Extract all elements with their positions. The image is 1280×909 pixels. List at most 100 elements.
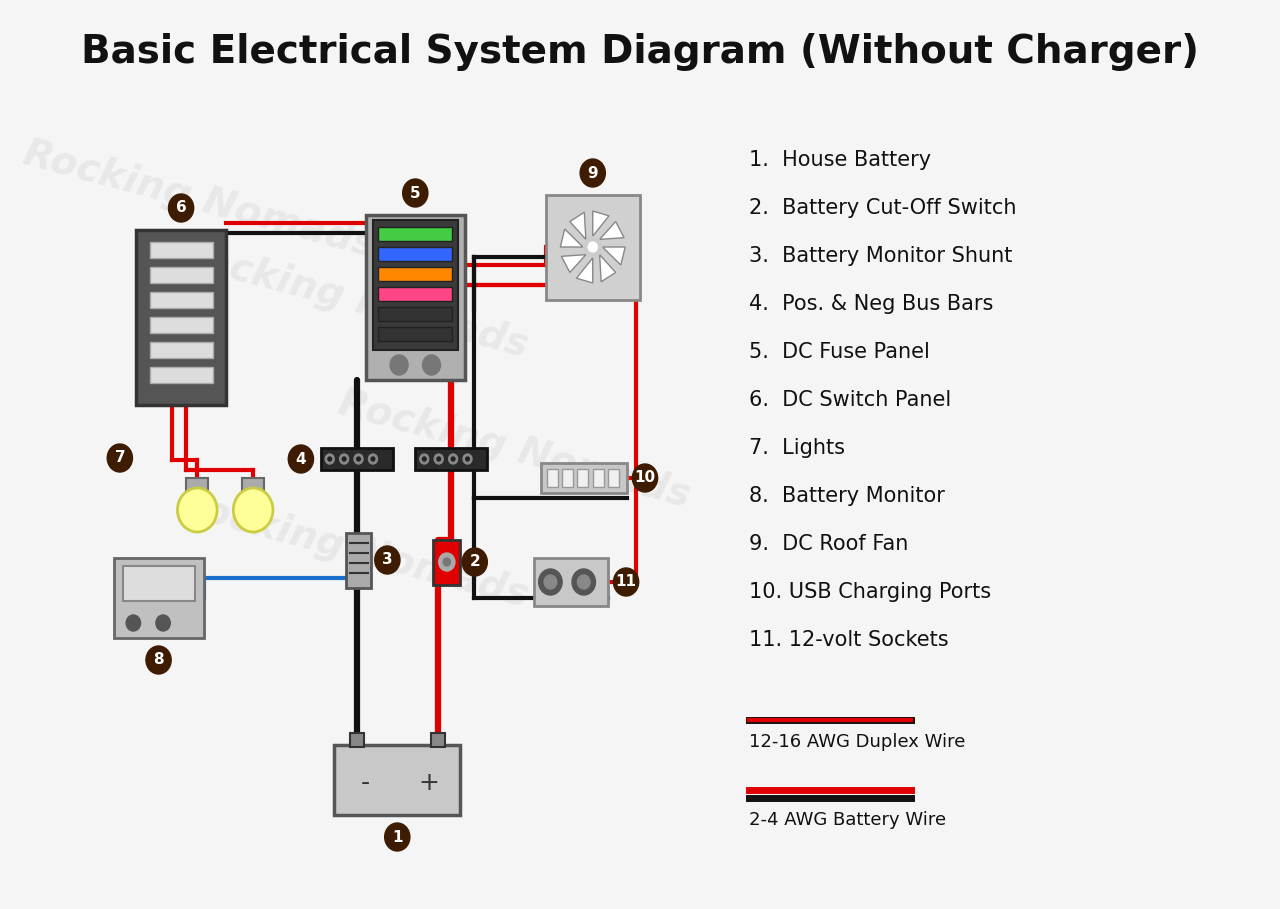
Text: Rocking Nomads: Rocking Nomads — [172, 484, 532, 615]
Circle shape — [439, 553, 454, 571]
Text: -: - — [361, 771, 370, 795]
Text: 7.  Lights: 7. Lights — [749, 438, 845, 458]
Circle shape — [233, 488, 273, 532]
Text: 10: 10 — [635, 471, 655, 485]
Polygon shape — [576, 258, 593, 283]
Text: Rocking Nomads: Rocking Nomads — [19, 135, 379, 265]
Circle shape — [325, 454, 334, 464]
FancyBboxPatch shape — [547, 469, 558, 487]
Circle shape — [632, 464, 658, 492]
Circle shape — [436, 457, 440, 461]
Text: +: + — [419, 771, 439, 795]
FancyBboxPatch shape — [150, 267, 212, 283]
Text: 5.  DC Fuse Panel: 5. DC Fuse Panel — [749, 342, 929, 362]
Text: 4.  Pos. & Neg Bus Bars: 4. Pos. & Neg Bus Bars — [749, 294, 993, 314]
Circle shape — [385, 823, 410, 851]
Circle shape — [589, 242, 598, 252]
FancyBboxPatch shape — [150, 342, 212, 358]
FancyBboxPatch shape — [242, 478, 264, 498]
Circle shape — [443, 558, 451, 566]
Polygon shape — [570, 212, 586, 239]
Text: 2: 2 — [470, 554, 480, 570]
FancyBboxPatch shape — [593, 469, 604, 487]
FancyBboxPatch shape — [577, 469, 589, 487]
Text: 1.  House Battery: 1. House Battery — [749, 150, 931, 170]
Circle shape — [169, 194, 193, 222]
Circle shape — [577, 575, 590, 589]
Circle shape — [452, 457, 454, 461]
FancyBboxPatch shape — [545, 195, 640, 300]
FancyBboxPatch shape — [366, 215, 465, 380]
FancyBboxPatch shape — [434, 540, 461, 585]
Text: 12-16 AWG Duplex Wire: 12-16 AWG Duplex Wire — [749, 733, 965, 751]
Circle shape — [328, 457, 332, 461]
FancyBboxPatch shape — [541, 463, 627, 493]
Circle shape — [390, 355, 408, 375]
FancyBboxPatch shape — [379, 227, 452, 241]
Circle shape — [156, 615, 170, 631]
Text: 11: 11 — [616, 574, 636, 590]
FancyBboxPatch shape — [379, 287, 452, 301]
FancyBboxPatch shape — [150, 367, 212, 383]
Polygon shape — [603, 247, 625, 265]
Circle shape — [369, 454, 378, 464]
Text: 3.  Battery Monitor Shunt: 3. Battery Monitor Shunt — [749, 246, 1012, 266]
FancyBboxPatch shape — [372, 220, 458, 350]
FancyBboxPatch shape — [349, 733, 364, 747]
Text: 10. USB Charging Ports: 10. USB Charging Ports — [749, 582, 991, 602]
FancyBboxPatch shape — [150, 292, 212, 308]
FancyBboxPatch shape — [379, 327, 452, 341]
Text: 8.  Battery Monitor: 8. Battery Monitor — [749, 486, 945, 506]
Circle shape — [544, 575, 557, 589]
Text: 2.  Battery Cut-Off Switch: 2. Battery Cut-Off Switch — [749, 198, 1016, 218]
Circle shape — [463, 454, 472, 464]
Circle shape — [288, 445, 314, 473]
FancyBboxPatch shape — [150, 242, 212, 258]
Text: 8: 8 — [154, 653, 164, 667]
Circle shape — [422, 355, 440, 375]
Circle shape — [355, 454, 364, 464]
Circle shape — [371, 457, 375, 461]
Circle shape — [339, 454, 348, 464]
FancyBboxPatch shape — [534, 558, 608, 606]
Text: 9: 9 — [588, 165, 598, 181]
FancyBboxPatch shape — [123, 566, 195, 601]
Circle shape — [420, 454, 429, 464]
FancyBboxPatch shape — [379, 307, 452, 321]
FancyBboxPatch shape — [150, 317, 212, 333]
Circle shape — [127, 615, 141, 631]
FancyBboxPatch shape — [608, 469, 618, 487]
Text: Rocking Nomads: Rocking Nomads — [334, 385, 695, 515]
Circle shape — [403, 179, 428, 207]
FancyBboxPatch shape — [321, 448, 393, 470]
Circle shape — [580, 159, 605, 187]
Text: 7: 7 — [114, 451, 125, 465]
FancyBboxPatch shape — [379, 267, 452, 281]
Circle shape — [375, 546, 399, 574]
FancyBboxPatch shape — [136, 230, 227, 405]
Polygon shape — [562, 255, 586, 273]
Circle shape — [178, 488, 218, 532]
FancyBboxPatch shape — [346, 533, 371, 588]
Text: 11. 12-volt Sockets: 11. 12-volt Sockets — [749, 630, 948, 650]
FancyBboxPatch shape — [379, 247, 452, 261]
Text: 4: 4 — [296, 452, 306, 466]
Circle shape — [108, 444, 132, 472]
Polygon shape — [561, 229, 582, 247]
Circle shape — [462, 548, 488, 576]
Circle shape — [572, 569, 595, 595]
Text: 6: 6 — [175, 201, 187, 215]
FancyBboxPatch shape — [114, 558, 204, 638]
Circle shape — [448, 454, 458, 464]
Text: Basic Electrical System Diagram (Without Charger): Basic Electrical System Diagram (Without… — [82, 33, 1199, 71]
Polygon shape — [599, 255, 616, 282]
Circle shape — [342, 457, 346, 461]
FancyBboxPatch shape — [430, 733, 445, 747]
Text: 6.  DC Switch Panel: 6. DC Switch Panel — [749, 390, 951, 410]
Polygon shape — [593, 211, 609, 236]
FancyBboxPatch shape — [415, 448, 488, 470]
FancyBboxPatch shape — [562, 469, 573, 487]
Circle shape — [584, 237, 602, 257]
Text: 5: 5 — [410, 185, 421, 201]
Text: Rocking Nomads: Rocking Nomads — [172, 235, 532, 365]
